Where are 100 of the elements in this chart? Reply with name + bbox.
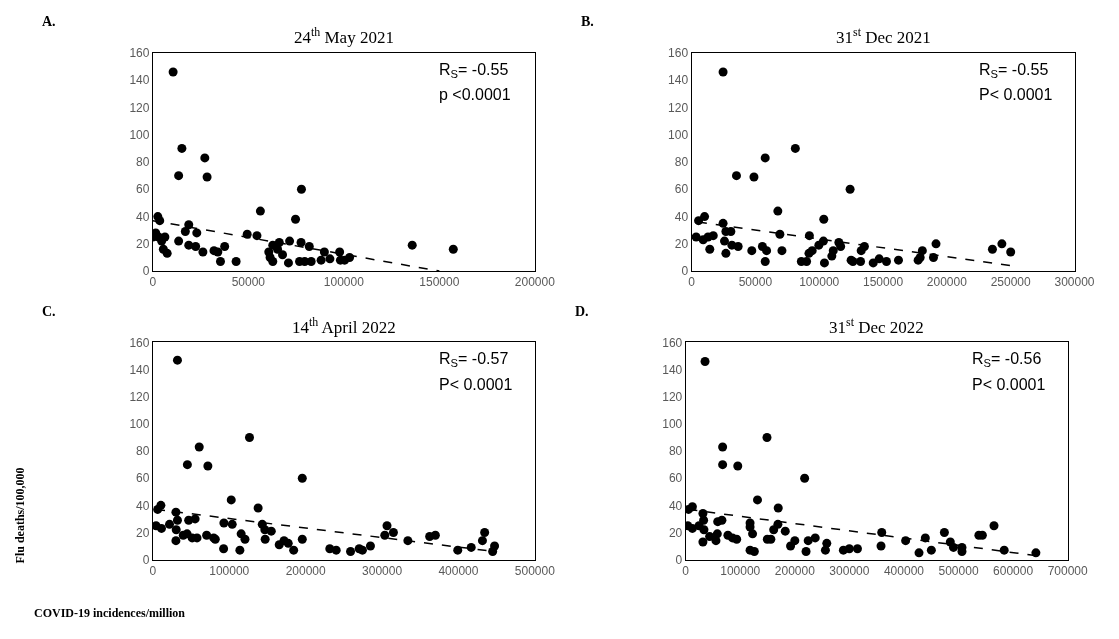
text: A.: [42, 14, 56, 29]
y-tick-label: 160: [668, 46, 689, 61]
point: [733, 242, 743, 252]
point: [448, 244, 458, 254]
point: [174, 171, 184, 181]
point: [171, 536, 181, 546]
y-tick-label: 100: [129, 417, 150, 432]
point: [172, 515, 182, 525]
y-tick-label: 140: [662, 362, 683, 377]
annotation: P< 0.0001: [972, 376, 1046, 393]
text: C.: [42, 304, 56, 319]
y-tick-label: 120: [129, 389, 150, 404]
point: [365, 541, 375, 551]
point: [881, 257, 891, 267]
point: [219, 518, 229, 528]
point: [285, 236, 295, 246]
point: [845, 184, 855, 194]
point: [719, 236, 729, 246]
point: [760, 153, 770, 163]
point: [297, 473, 307, 483]
chart-title: 31$^{st}$ Dec 2022: [829, 315, 924, 338]
point: [266, 526, 276, 536]
point: [202, 172, 212, 182]
point: [202, 530, 212, 540]
x-tick-label: 200000: [514, 275, 556, 290]
point: [731, 171, 741, 181]
x-tick-label: 100000: [323, 275, 365, 290]
y-tick-label: 20: [674, 237, 689, 252]
x-tick-label: 400000: [883, 564, 925, 579]
point: [240, 534, 250, 544]
point: [931, 239, 941, 249]
y-tick-label: 40: [668, 498, 683, 513]
chart-title: 24$^{th}$ May 2021: [294, 25, 394, 48]
text: B.: [581, 14, 594, 29]
y-tick-label: 40: [136, 209, 150, 224]
point: [200, 153, 210, 163]
y-tick-label: 0: [142, 264, 150, 279]
x-tick-label: 200000: [285, 564, 326, 579]
point: [260, 534, 270, 544]
point: [289, 545, 299, 555]
point: [760, 257, 770, 267]
point: [453, 545, 463, 555]
point: [226, 495, 236, 505]
point: [268, 257, 278, 267]
annotation: P< 0.0001: [439, 376, 513, 393]
point: [749, 172, 759, 182]
point: [388, 527, 398, 537]
x-tick-label: 500000: [938, 564, 979, 579]
point: [700, 212, 710, 222]
point: [762, 246, 772, 256]
point: [296, 184, 306, 194]
point: [245, 432, 254, 442]
point: [252, 231, 262, 241]
point: [235, 545, 245, 555]
y-tick-label: 120: [668, 100, 689, 115]
point: [231, 257, 241, 267]
y-tick-label: 140: [668, 73, 689, 88]
y-tick-label: 120: [129, 100, 150, 115]
point: [430, 530, 440, 540]
point: [306, 257, 316, 267]
point: [407, 240, 417, 250]
y-tick-label: 0: [681, 264, 689, 279]
point: [172, 355, 182, 365]
chart-title: 14$^{th}$ April 2022: [292, 315, 396, 338]
y-tick-label: 80: [136, 155, 150, 170]
point: [819, 258, 829, 268]
point: [255, 206, 265, 216]
y-tick-label: 60: [668, 471, 683, 486]
point: [747, 246, 757, 256]
point: [777, 246, 787, 256]
x-axis-title: COVID-19 incidences/million: [34, 606, 186, 620]
point: [219, 544, 229, 554]
y-tick-label: 20: [136, 525, 150, 540]
x-tick-label: 200000: [774, 564, 816, 579]
point: [304, 242, 314, 252]
point: [828, 246, 838, 256]
point: [156, 523, 166, 533]
point: [477, 536, 487, 546]
point: [296, 237, 306, 247]
point: [319, 247, 329, 257]
point: [721, 248, 731, 258]
point: [191, 242, 201, 252]
x-tick-label: 700000: [1047, 564, 1088, 579]
annotation: R$_{S}$= -0.55: [979, 61, 1049, 81]
x-tick-label: 100000: [209, 564, 250, 579]
point: [790, 143, 800, 153]
x-tick-label: 200000: [926, 275, 968, 290]
point: [168, 67, 178, 77]
x-tick-label: 300000: [362, 564, 403, 579]
point: [917, 246, 927, 256]
y-tick-label: 140: [129, 73, 150, 88]
x-tick-label: 100000: [799, 275, 840, 290]
x-tick-label: 400000: [438, 564, 479, 579]
point: [331, 545, 341, 555]
point: [490, 541, 500, 551]
point: [182, 460, 192, 470]
x-tick-label: 100000: [720, 564, 761, 579]
point: [819, 214, 829, 224]
point: [177, 143, 187, 153]
point: [215, 257, 225, 267]
